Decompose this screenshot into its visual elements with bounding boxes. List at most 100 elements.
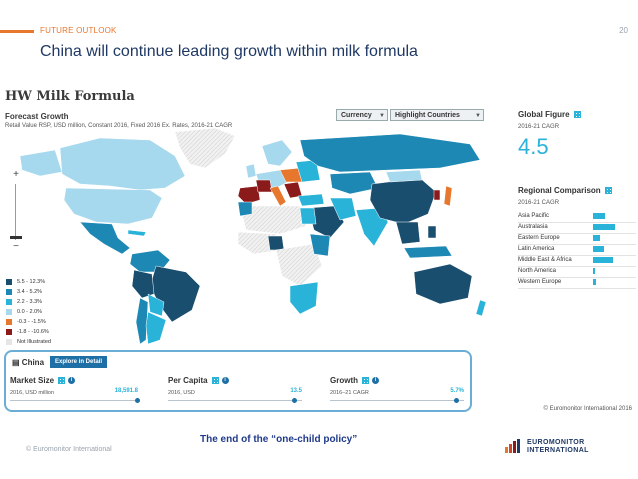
map-region-korea[interactable]: [433, 189, 441, 201]
region-row[interactable]: North America: [518, 267, 636, 276]
map-region-greenland[interactable]: [174, 127, 236, 169]
map-region-iran[interactable]: [329, 197, 357, 221]
map-region-scandinavia[interactable]: [261, 139, 293, 167]
metric-subtitle: 2016, USD: [168, 390, 195, 396]
metric-growth: Growth i 2016–21 CAGR 5.7%: [330, 376, 464, 408]
map-region-alaska[interactable]: [19, 149, 63, 177]
grid-icon[interactable]: [362, 377, 369, 385]
grid-icon[interactable]: [604, 187, 612, 195]
metric-slider-track: [330, 400, 464, 401]
map-region-china[interactable]: [369, 177, 437, 225]
map-region-canada[interactable]: [59, 137, 186, 191]
map-region-indonesia[interactable]: [403, 245, 453, 259]
regional-comparison-subtitle: 2016-21 CAGR: [518, 200, 560, 206]
legend-label: Not Illustrated: [17, 339, 51, 345]
map-region-argentina[interactable]: [145, 311, 167, 345]
metric-slider-track: [10, 400, 138, 401]
info-icon[interactable]: i: [221, 377, 229, 385]
map-region-france[interactable]: [255, 179, 273, 193]
map-region-usa[interactable]: [63, 187, 163, 225]
map-region-new-zealand[interactable]: [475, 299, 487, 317]
metric-slider-handle[interactable]: [135, 398, 140, 403]
region-row[interactable]: Latin America: [518, 245, 636, 254]
world-map[interactable]: [0, 126, 500, 346]
logo-bars-icon: [505, 439, 525, 453]
map-region-north-africa[interactable]: [239, 205, 307, 235]
map-region-eastern-europe[interactable]: [295, 159, 321, 183]
map-region-middle-east[interactable]: [307, 205, 345, 239]
map-region-iberia[interactable]: [237, 185, 261, 205]
legend-item: -0.3 - -1.5%: [6, 317, 51, 327]
map-region-caribbean[interactable]: [127, 229, 147, 237]
chevron-down-icon: ▼: [379, 113, 385, 119]
currency-dropdown[interactable]: Currency ▼: [336, 109, 388, 121]
region-name: North America: [518, 268, 557, 274]
info-icon[interactable]: i: [372, 377, 379, 385]
slide-title: China will continue leading growth withi…: [40, 43, 418, 60]
map-region-peru[interactable]: [131, 269, 155, 299]
metric-slider-handle[interactable]: [454, 398, 460, 403]
map-region-mongolia[interactable]: [385, 169, 423, 183]
legend-item: 5.5 - 12.3%: [6, 277, 51, 287]
map-region-east-africa[interactable]: [309, 233, 331, 257]
legend-item: Not Illustrated: [6, 337, 51, 347]
zoom-out-icon[interactable]: −: [13, 241, 19, 252]
zoom-handle[interactable]: [10, 236, 22, 239]
legend-item: 3.4 - 5.2%: [6, 287, 51, 297]
region-row[interactable]: Eastern Europe: [518, 234, 636, 243]
zoom-in-icon[interactable]: +: [13, 169, 19, 180]
region-name: Asia Pacific: [518, 213, 550, 219]
region-row[interactable]: Asia Pacific: [518, 212, 636, 221]
dashboard-copyright: © Euromonitor International 2016: [543, 406, 632, 412]
map-region-central-asia[interactable]: [329, 171, 379, 195]
map-region-southern-africa[interactable]: [289, 281, 319, 315]
divider: [518, 266, 636, 267]
map-region-japan[interactable]: [443, 185, 453, 207]
metric-slider-track: [168, 400, 302, 401]
map-region-morocco[interactable]: [237, 201, 253, 217]
map-region-chile[interactable]: [135, 297, 149, 345]
map-region-philippines[interactable]: [427, 225, 437, 239]
map-region-central-africa[interactable]: [275, 243, 323, 287]
global-figure-title: Global Figure: [518, 110, 581, 119]
region-bar: [593, 268, 595, 274]
metric-slider-handle[interactable]: [292, 398, 298, 403]
map-region-australia[interactable]: [413, 263, 473, 305]
divider: [518, 233, 636, 234]
region-row[interactable]: Middle East & Africa: [518, 256, 636, 265]
legend-label: 3.4 - 5.2%: [17, 289, 43, 295]
metric-subtitle: 2016–21 CAGR: [330, 390, 369, 396]
map-region-turkey[interactable]: [297, 193, 325, 207]
grid-icon[interactable]: [58, 377, 66, 385]
map-region-italy[interactable]: [269, 185, 287, 207]
grid-icon[interactable]: [211, 377, 219, 385]
footer-copyright: © Euromonitor International: [26, 446, 112, 453]
map-region-southeast-asia[interactable]: [395, 221, 421, 245]
region-row[interactable]: Australasia: [518, 223, 636, 232]
map-region-bolivia[interactable]: [147, 293, 165, 317]
legend-label: 0.0 - 2.0%: [17, 309, 43, 315]
map-region-balkans[interactable]: [283, 181, 303, 199]
metric-label: Market Size i: [10, 376, 76, 385]
map-legend: 5.5 - 12.3% 3.4 - 5.2% 2.2 - 3.3% 0.0 - 2.0…: [6, 277, 51, 347]
zoom-track[interactable]: [15, 184, 16, 240]
legend-label: -0.3 - -1.5%: [17, 319, 46, 325]
map-region-nigeria[interactable]: [267, 235, 285, 251]
map-region-uk[interactable]: [245, 163, 257, 179]
map-region-egypt[interactable]: [299, 207, 317, 225]
zoom-control[interactable]: + −: [10, 169, 22, 252]
map-region-mexico[interactable]: [79, 221, 131, 255]
legend-label: 2.2 - 3.3%: [17, 299, 43, 305]
highlight-countries-dropdown[interactable]: Highlight Countries ▼: [390, 109, 484, 121]
region-bar: [593, 224, 615, 230]
region-row[interactable]: Western Europe: [518, 278, 636, 287]
explore-in-detail-button[interactable]: Explore in Detail: [50, 356, 108, 368]
region-name: Western Europe: [518, 279, 562, 285]
grid-icon[interactable]: [573, 111, 581, 119]
euromonitor-logo: EUROMONITOR INTERNATIONAL: [505, 434, 625, 458]
dashboard-title: HW Milk Formula: [5, 89, 135, 104]
flag-icon: ▤: [12, 358, 20, 367]
info-icon[interactable]: i: [68, 377, 76, 385]
region-name: Eastern Europe: [518, 235, 560, 241]
map-region-russia[interactable]: [299, 133, 481, 173]
